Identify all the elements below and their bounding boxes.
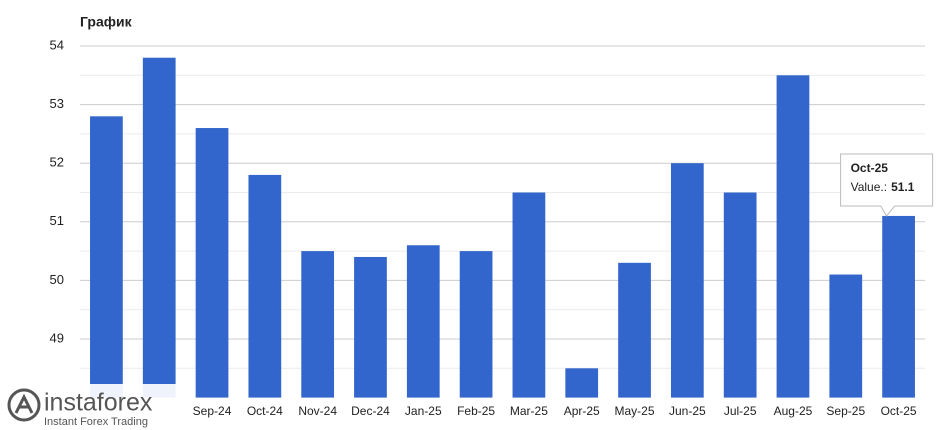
watermark-brand: instaforex <box>44 389 153 417</box>
bar <box>723 192 757 398</box>
bar <box>776 75 810 398</box>
bar <box>829 274 863 398</box>
bar <box>459 251 493 398</box>
y-tick-label: 53 <box>50 96 64 111</box>
bar <box>354 256 387 398</box>
x-tick-label: Feb-25 <box>457 404 495 418</box>
watermark-tagline: Instant Forex Trading <box>44 416 148 428</box>
watermark: instaforex Instant Forex Trading <box>0 384 180 430</box>
tooltip-box <box>840 153 934 217</box>
bar <box>670 163 704 398</box>
chart-title: График <box>80 14 133 30</box>
watermark-icon <box>7 388 41 422</box>
x-tick-label: Jun-25 <box>669 404 706 418</box>
x-tick-label: Jan-25 <box>405 404 442 418</box>
x-tick-label: Jul-25 <box>724 404 757 418</box>
y-tick-label: 49 <box>50 330 64 345</box>
y-tick-label: 51 <box>50 213 64 228</box>
x-tick-label: Oct-24 <box>247 404 283 418</box>
x-tick-label: Dec-24 <box>351 404 390 418</box>
x-tick-label: Aug-25 <box>774 404 813 418</box>
bar <box>618 262 651 398</box>
bar <box>90 116 123 398</box>
x-tick-label: May-25 <box>615 404 655 418</box>
y-tick-label: 54 <box>50 37 64 52</box>
y-tick-label: 50 <box>50 272 64 287</box>
tooltip: Oct-25 Value.: 51.1 <box>840 153 934 217</box>
tooltip-value-label: Value.: <box>851 180 887 194</box>
bar <box>301 251 335 398</box>
x-tick-label: Apr-25 <box>564 404 600 418</box>
bar <box>882 215 915 398</box>
y-tick-label: 52 <box>50 155 64 170</box>
tooltip-value: 51.1 <box>891 180 915 194</box>
bar <box>248 174 282 398</box>
bar <box>512 192 546 398</box>
bar <box>142 57 176 398</box>
x-tick-label: Sep-24 <box>193 404 232 418</box>
x-tick-label: Sep-25 <box>826 404 865 418</box>
bar <box>565 368 599 398</box>
tooltip-category: Oct-25 <box>851 161 889 175</box>
x-tick-label: Nov-24 <box>298 404 337 418</box>
x-tick-label: Mar-25 <box>510 404 548 418</box>
bar <box>406 245 440 398</box>
x-tick-label: Oct-25 <box>881 404 917 418</box>
watermark-icon <box>14 393 34 414</box>
tooltip-value-row: Value.: 51.1 <box>851 180 915 194</box>
bar <box>195 128 229 398</box>
